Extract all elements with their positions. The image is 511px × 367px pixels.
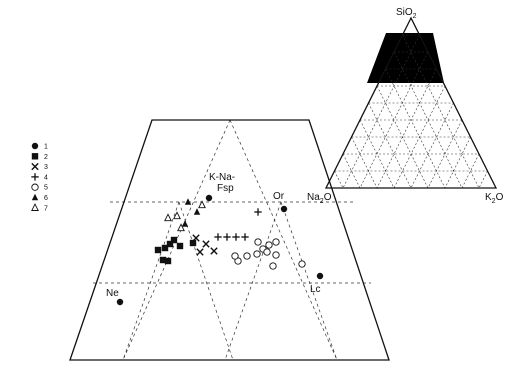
inset-gridline	[427, 119, 463, 189]
inset-gridline	[393, 51, 463, 189]
inset-gridline	[376, 68, 437, 189]
data-point	[202, 240, 210, 248]
main-gridline	[122, 201, 180, 361]
label-fsp: Fsp	[217, 183, 234, 194]
data-point	[164, 257, 172, 265]
inset-gridline	[478, 170, 488, 189]
inset-gridline	[351, 136, 378, 189]
inset-left-label: Na2O	[307, 192, 332, 205]
inset-right-main: K	[485, 192, 492, 203]
inset-left-main: Na	[307, 192, 320, 203]
inset-apex-main: SiO	[396, 7, 413, 18]
label-lc: Lc	[310, 284, 321, 295]
data-point	[241, 233, 249, 241]
data-point	[193, 208, 201, 215]
data-point	[231, 252, 239, 260]
data-point	[198, 200, 206, 209]
data-point	[254, 238, 262, 246]
data-point	[161, 244, 169, 252]
data-point	[181, 220, 189, 227]
data-point	[265, 241, 273, 249]
label-or: Or	[273, 191, 285, 202]
main-outline	[69, 119, 390, 361]
inset-gridline	[402, 34, 480, 189]
legend-marker	[31, 142, 39, 150]
inset-gridline	[359, 119, 395, 189]
inset-gridline	[410, 102, 454, 189]
legend-label: 4	[44, 174, 48, 181]
inset-gridline	[334, 170, 344, 189]
data-point	[269, 262, 277, 270]
data-point	[173, 211, 181, 220]
inset-gridline	[359, 51, 429, 189]
legend-label: 7	[44, 205, 48, 212]
data-point	[254, 208, 262, 216]
main-gridline	[229, 119, 338, 361]
legend: 1 2 3 4 5 6 7	[31, 142, 48, 212]
legend-marker	[31, 153, 39, 160]
main-gridline	[280, 201, 338, 361]
inset-left-end: O	[324, 192, 332, 203]
data-point	[166, 240, 174, 248]
inset-gridline	[385, 68, 446, 189]
data-point	[298, 260, 306, 268]
inset-gridline	[444, 136, 471, 189]
inset-apex-sub: 2	[413, 13, 417, 20]
legend-marker	[31, 173, 39, 181]
data-point	[223, 233, 231, 241]
point-labels: K-Na- Fsp Or Ne Lc	[106, 172, 321, 299]
legend-marker	[31, 183, 39, 191]
inset-right-end: O	[496, 192, 504, 203]
inset-gridline	[368, 102, 412, 189]
data-point	[116, 298, 124, 306]
data-point	[280, 205, 288, 213]
legend-label: 1	[44, 144, 48, 151]
data-point	[272, 251, 280, 259]
data-point	[184, 198, 192, 205]
data-point	[192, 234, 200, 242]
data-point	[177, 223, 185, 232]
data-point	[210, 247, 218, 255]
main-gridline	[178, 201, 234, 361]
inset-ternary: SiO2 Na2O K2O	[307, 7, 504, 205]
data-point	[272, 238, 280, 246]
inset-left-sub: 2	[320, 198, 324, 205]
data-point	[253, 250, 261, 258]
label-kna: K-Na-	[209, 172, 235, 183]
data-point	[176, 242, 184, 250]
data-points	[116, 194, 324, 306]
main-gridline	[122, 119, 231, 361]
data-point	[189, 239, 197, 247]
data-point	[214, 233, 222, 241]
inset-shaded-region	[367, 33, 444, 83]
inset-right-sub: 2	[492, 198, 496, 205]
main-grid	[69, 119, 390, 361]
legend-marker	[31, 162, 39, 171]
data-point	[205, 194, 213, 202]
legend-label: 2	[44, 154, 48, 161]
inset-triangle-outline	[324, 16, 498, 189]
data-point	[243, 252, 251, 260]
data-point	[263, 248, 271, 256]
data-point	[159, 256, 167, 264]
data-point	[196, 248, 204, 256]
label-ne: Ne	[106, 288, 119, 299]
data-point	[316, 272, 324, 280]
data-point	[154, 246, 162, 254]
inset-right-label: K2O	[485, 192, 504, 205]
legend-label: 6	[44, 195, 48, 202]
inset-grid	[334, 34, 488, 189]
legend-label: 3	[44, 164, 48, 171]
data-point	[164, 213, 172, 222]
data-point	[232, 233, 240, 241]
main-ternary	[69, 119, 390, 361]
legend-marker	[31, 203, 39, 211]
legend-label: 5	[44, 185, 48, 192]
legend-marker	[31, 193, 39, 201]
data-point	[170, 236, 178, 244]
main-gridline	[224, 201, 282, 361]
inset-apex-label: SiO2	[396, 7, 417, 20]
inset-gridline	[342, 34, 420, 189]
